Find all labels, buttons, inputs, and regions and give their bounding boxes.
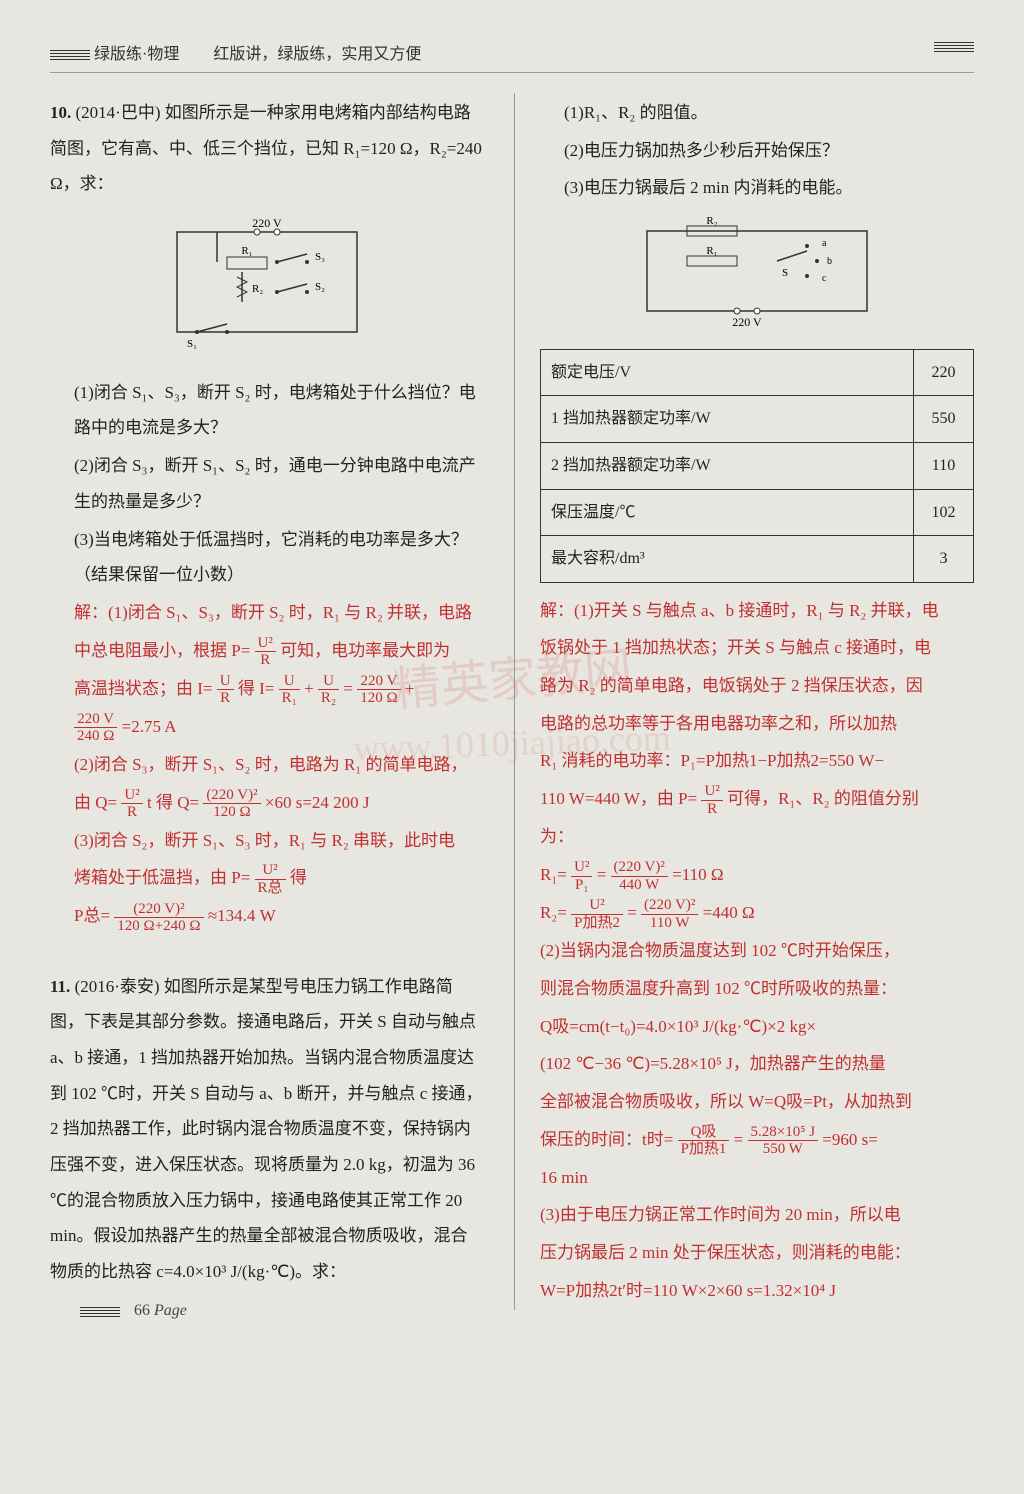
p10-number: 10.	[50, 103, 71, 122]
p11-source: (2016·泰安)	[75, 977, 160, 996]
table-row: 保压温度/℃102	[541, 489, 974, 536]
p10-source: (2014·巴中)	[76, 103, 161, 122]
left-column: 10. (2014·巴中) 如图所示是一种家用电烤箱内部结构电路简图，它有高、中…	[50, 93, 484, 1310]
p11-a2-line3: Q吸=cm(t−t₀)=4.0×10³ J/(kg·℃)×2 kg×	[540, 1009, 974, 1045]
p10-voltage: 220 V	[252, 216, 282, 230]
p11-a2-line1: (2)当锅内混合物质温度达到 102 ℃时开始保压，	[540, 933, 974, 969]
p10-a1-line3: 高温挡状态；由 I=	[74, 679, 213, 698]
svg-text:R₂: R₂	[706, 216, 717, 227]
svg-text:a: a	[822, 238, 827, 249]
p10-a3-line1: (3)闭合 S₂，断开 S₁、S₃ 时，R₁ 与 R₂ 串联，此时电	[50, 823, 484, 859]
p11-a3-line2: 压力锅最后 2 min 处于保压状态，则消耗的电能：	[540, 1235, 974, 1271]
svg-text:R₂: R₂	[252, 283, 263, 295]
p11-intro: 如图所示是某型号电压力锅工作电路简图，下表是其部分参数。接通电路后，开关 S 自…	[50, 977, 483, 1282]
svg-text:S: S	[782, 267, 788, 279]
p11-a1-line4: 电路的总功率等于各用电器功率之和，所以加热	[540, 706, 974, 742]
p11-a1-line5: R₁ 消耗的电功率：P₁=P加热1−P加热2=550 W−	[540, 743, 974, 779]
p10-q3: (3)当电烤箱处于低温挡时，它消耗的电功率是多大？（结果保留一位小数）	[50, 522, 484, 593]
table-row: 1 挡加热器额定功率/W550	[541, 396, 974, 443]
p11-number: 11.	[50, 977, 70, 996]
p10-a1-line2b: 可知，电功率最大即为	[280, 641, 450, 660]
p11-a1-line2: 饭锅处于 1 挡加热状态；开关 S 与触点 c 接通时，电	[540, 630, 974, 666]
svg-text:220 V: 220 V	[732, 315, 762, 326]
p10-q1: (1)闭合 S₁、S₃，断开 S₂ 时，电烤箱处于什么挡位？电路中的电流是多大？	[50, 375, 484, 446]
p10-q2: (2)闭合 S₃，断开 S₁、S₂ 时，通电一分钟电路中电流产生的热量是多少？	[50, 448, 484, 519]
svg-text:S₂: S₂	[315, 281, 325, 293]
p11-q2: (2)电压力锅加热多少秒后开始保压？	[540, 133, 974, 169]
svg-text:R₁: R₁	[241, 245, 252, 257]
header-right: 红版讲，绿版练，实用又方便	[213, 46, 421, 63]
p11-a2-line2: 则混合物质温度升高到 102 ℃时所吸收的热量：	[540, 971, 974, 1007]
p10-a1-intro: 解：(1)闭合 S₁、S₃，断开 S₂ 时，R₁ 与 R₂ 并联，电路	[50, 595, 484, 631]
p11-a2-line4: (102 ℃−36 ℃)=5.28×10⁵ J，加热器产生的热量	[540, 1046, 974, 1082]
svg-text:b: b	[827, 256, 832, 267]
p11-q1: (1)R₁、R₂ 的阻值。	[540, 95, 974, 131]
p10-a2-line1: (2)闭合 S₃，断开 S₁、S₂ 时，电路为 R₁ 的简单电路，	[50, 747, 484, 783]
table-row: 2 挡加热器额定功率/W110	[541, 442, 974, 489]
p11-a1-line3: 路为 R₂ 的简单电路，电饭锅处于 2 挡保压状态，因	[540, 668, 974, 704]
p11-a3-line1: (3)由于电压力锅正常工作时间为 20 min，所以电	[540, 1197, 974, 1233]
p11-a1-line1: 解：(1)开关 S 与触点 a、b 接通时，R₁ 与 R₂ 并联，电	[540, 593, 974, 629]
p10-a1-line2: 中总电阻最小，根据 P=	[74, 641, 250, 660]
svg-text:R₁: R₁	[706, 245, 717, 257]
p11-q3: (3)电压力锅最后 2 min 内消耗的电能。	[540, 170, 974, 206]
right-column: (1)R₁、R₂ 的阻值。 (2)电压力锅加热多少秒后开始保压？ (3)电压力锅…	[514, 93, 974, 1310]
svg-text:c: c	[822, 273, 827, 284]
p10-circuit-diagram: 220 V R₁ S₃ R₂ S₂	[50, 212, 484, 365]
svg-text:S₁: S₁	[187, 338, 197, 350]
page-number: 66	[134, 1302, 150, 1319]
p11-spec-table: 额定电压/V220 1 挡加热器额定功率/W550 2 挡加热器额定功率/W11…	[540, 349, 974, 583]
table-row: 额定电压/V220	[541, 349, 974, 396]
svg-text:S₃: S₃	[315, 251, 325, 263]
table-row: 最大容积/dm³3	[541, 536, 974, 583]
p11-circuit-diagram: R₂ R₁ a b c S 220 V	[540, 216, 974, 339]
page-header: 绿版练·物理 红版讲，绿版练，实用又方便	[50, 40, 974, 73]
page-footer: 66 Page	[80, 1302, 187, 1320]
p11-a2-line5: 全部被混合物质吸收，所以 W=Q吸=Pt，从加热到	[540, 1084, 974, 1120]
p11-a3-line3: W=P加热2t′时=110 W×2×60 s=1.32×10⁴ J	[540, 1273, 974, 1309]
page-label: Page	[154, 1302, 187, 1319]
header-left: 绿版练·物理	[94, 40, 179, 64]
